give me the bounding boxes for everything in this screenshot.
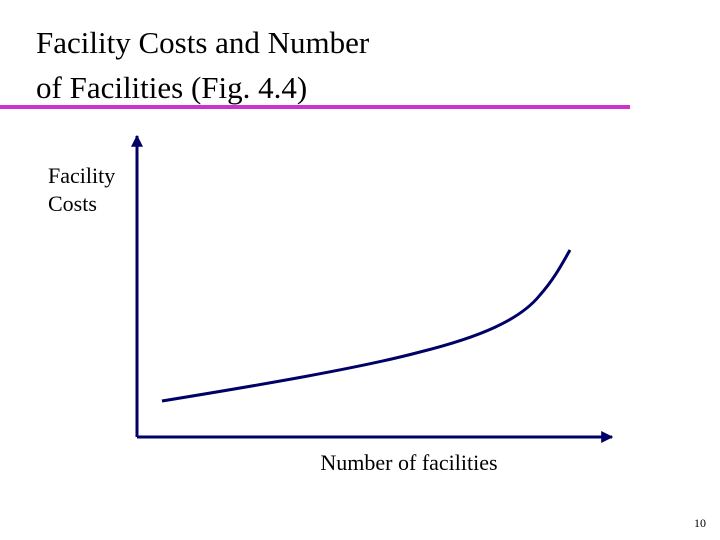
cost-curve (161, 249, 572, 403)
y-axis-label: Costs (48, 191, 97, 216)
y-axis-label: Facility (48, 163, 115, 188)
x-axis-label: Number of facilities (320, 450, 497, 475)
page-number: 10 (694, 516, 706, 530)
title: Facility Costs and Number (36, 25, 370, 60)
title: of Facilities (Fig. 4.4) (36, 70, 307, 105)
